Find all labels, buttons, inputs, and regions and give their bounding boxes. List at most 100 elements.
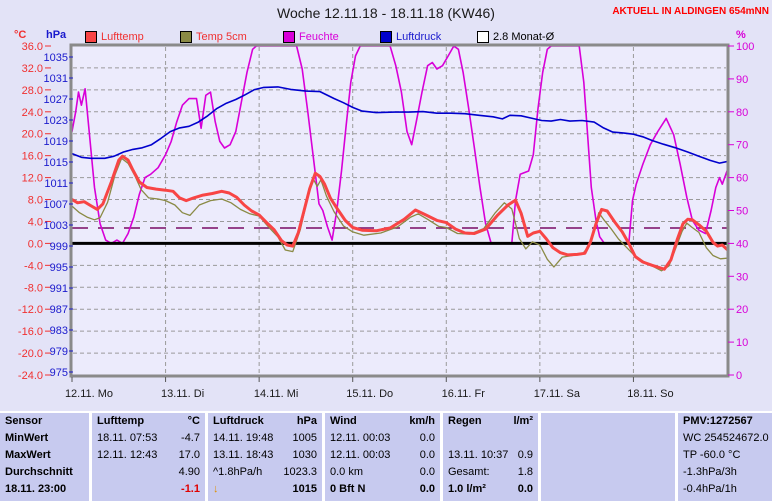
- humidity-tick-label: 90: [736, 74, 748, 86]
- temp-tick-label: -4.0: [24, 260, 43, 272]
- temp-tick-label: -16.0: [18, 326, 43, 338]
- temp-tick-label: 20.0: [22, 129, 43, 141]
- table-cell: Gesamt: 1.8: [443, 464, 538, 481]
- temp-axis-unit: °C: [14, 29, 27, 41]
- cell-label: 13.11. 10:37: [448, 449, 509, 461]
- humidity-tick-label: 100: [736, 41, 754, 53]
- cell-value: 1005: [292, 432, 317, 444]
- station-note: AKTUELL IN ALDINGEN 654mNN: [612, 6, 769, 17]
- cell-label: 12.11. 00:03: [330, 432, 391, 444]
- humidity-tick-label: 50: [736, 206, 748, 218]
- temp-tick-label: 24.0: [22, 107, 43, 119]
- cell-label: ^1.8hPa/h: [213, 466, 263, 478]
- cell-label: Regen: [448, 415, 482, 427]
- table-cell: WC 254524672.0: [678, 430, 772, 447]
- legend-label: Feuchte: [299, 31, 339, 43]
- day-label: 14.11. Mi: [254, 388, 298, 400]
- legend-item-monat-avg: 2.8 Monat-Ø: [477, 31, 554, 43]
- luftdruck-swatch-icon: [380, 31, 392, 43]
- legend-label: Luftdruck: [396, 31, 442, 43]
- table-cell: [443, 430, 538, 447]
- cell-label: WC 254524672.0: [683, 432, 769, 444]
- table-cell: MinWert: [0, 430, 89, 447]
- cell-label: 12.11. 00:03: [330, 449, 391, 461]
- pressure-tick-label: 1023: [44, 115, 68, 127]
- table-header-cell: Luftdruck hPa: [208, 413, 322, 430]
- pressure-tick-label: 1035: [44, 52, 68, 64]
- cell-value: °C: [187, 415, 200, 427]
- pressure-tick-label: 1027: [44, 94, 68, 106]
- day-label: 18.11. So: [627, 388, 673, 400]
- table-cell: 12.11. 12:43 17.0: [92, 447, 205, 464]
- table-column-3: Wind km/h 12.11. 00:03 0.0 12.11. 00:03 0.0 0.…: [325, 413, 440, 501]
- pressure-tick-label: 1019: [44, 136, 68, 148]
- cell-label: 13.11. 18:43: [213, 449, 274, 461]
- table-header-cell: Lufttemp °C: [92, 413, 205, 430]
- table-cell: MaxWert: [0, 447, 89, 464]
- cell-value: 4.90: [178, 466, 200, 478]
- humidity-tick-label: 0: [736, 370, 742, 382]
- table-header-cell: Sensor: [0, 413, 89, 430]
- humidity-tick-label: 30: [736, 271, 748, 283]
- humidity-tick-label: 80: [736, 107, 748, 119]
- day-label: 12.11. Mo: [65, 388, 113, 400]
- cell-label: 18.11. 07:53: [97, 432, 158, 444]
- legend-label: 2.8 Monat-Ø: [493, 31, 555, 43]
- cell-label: Luftdruck: [213, 415, 264, 427]
- cell-value: 0.0: [419, 432, 435, 444]
- table-column-1: Lufttemp °C 18.11. 07:53 -4.7 12.11. 12:43 17…: [92, 413, 205, 501]
- temp-tick-label: -20.0: [18, 348, 43, 360]
- table-header-cell: Regen l/m²: [443, 413, 538, 430]
- table-column-0: Sensor MinWert MaxWert Durchschnitt 18.11. 2…: [0, 413, 89, 501]
- table-cell: [541, 464, 675, 481]
- cell-value: 17.0: [178, 449, 200, 461]
- cell-value: km/h: [409, 415, 435, 427]
- cell-value: 0.0: [419, 466, 435, 478]
- cell-value: hPa: [296, 415, 317, 427]
- pressure-tick-label: 987: [50, 304, 68, 316]
- temp-tick-label: -12.0: [18, 304, 43, 316]
- cell-value: 1023.3: [283, 466, 317, 478]
- pressure-tick-label: 995: [50, 262, 68, 274]
- day-label: 16.11. Fr: [442, 388, 486, 400]
- trend-down-arrow-icon: ↓: [213, 483, 219, 495]
- table-header-cell: [541, 413, 675, 430]
- table-column-5: [541, 413, 675, 501]
- luftdruck-curve: [72, 86, 727, 164]
- pressure-tick-label: 1015: [44, 157, 68, 169]
- cell-value: 1030: [292, 449, 317, 461]
- pressure-tick-label: 991: [50, 283, 68, 295]
- legend-label: Lufttemp: [101, 31, 144, 43]
- weather-chart: 36.0 32.0 28.0 24.0 20.0 16.0 12.0 8.0 4.0 0.0 -4.…: [18, 41, 754, 400]
- temp-tick-label: 16.0: [22, 151, 43, 163]
- temp-tick-label: 12.0: [22, 173, 43, 185]
- cell-value: 1.8: [517, 466, 533, 478]
- humidity-tick-label: 10: [736, 337, 748, 349]
- pressure-tick-label: 979: [50, 346, 68, 358]
- table-header-cell: Wind km/h: [325, 413, 440, 430]
- table-cell: TP -60.0 °C: [678, 447, 772, 464]
- table-cell: 12.11. 00:03 0.0: [325, 430, 440, 447]
- table-cell: -1.3hPa/3h: [678, 464, 772, 481]
- cell-label: MaxWert: [5, 449, 51, 461]
- pressure-tick-label: 1031: [44, 73, 68, 85]
- cell-label: -1.3hPa/3h: [683, 466, 737, 478]
- pressure-tick-label: 975: [50, 367, 68, 379]
- cell-label: Lufttemp: [97, 415, 145, 427]
- pressure-tick-label: 999: [50, 241, 68, 253]
- humidity-tick-label: 60: [736, 173, 748, 185]
- legend-item-lufttemp: Lufttemp: [85, 31, 144, 43]
- cell-label: TP -60.0 °C: [683, 449, 741, 461]
- table-cell: 13.11. 10:37 0.9: [443, 447, 538, 464]
- table-cell: Durchschnitt: [0, 464, 89, 481]
- pressure-tick-label: 1003: [44, 220, 68, 232]
- temp-tick-label: 32.0: [22, 63, 43, 75]
- cell-label: 14.11. 19:48: [213, 432, 274, 444]
- humidity-tick-label: 20: [736, 304, 748, 316]
- table-column-4: Regen l/m² 13.11. 10:37 0.9 Gesamt: 1.8 1.0 l/…: [443, 413, 538, 501]
- table-header-cell: PMV:1272567: [678, 413, 772, 430]
- pressure-tick-label: 1011: [44, 178, 68, 190]
- cell-value: l/m²: [513, 415, 533, 427]
- cell-label: MinWert: [5, 432, 49, 444]
- weather-report-page: { "header": { "title": "Woche 12.11.18 -…: [0, 5, 772, 501]
